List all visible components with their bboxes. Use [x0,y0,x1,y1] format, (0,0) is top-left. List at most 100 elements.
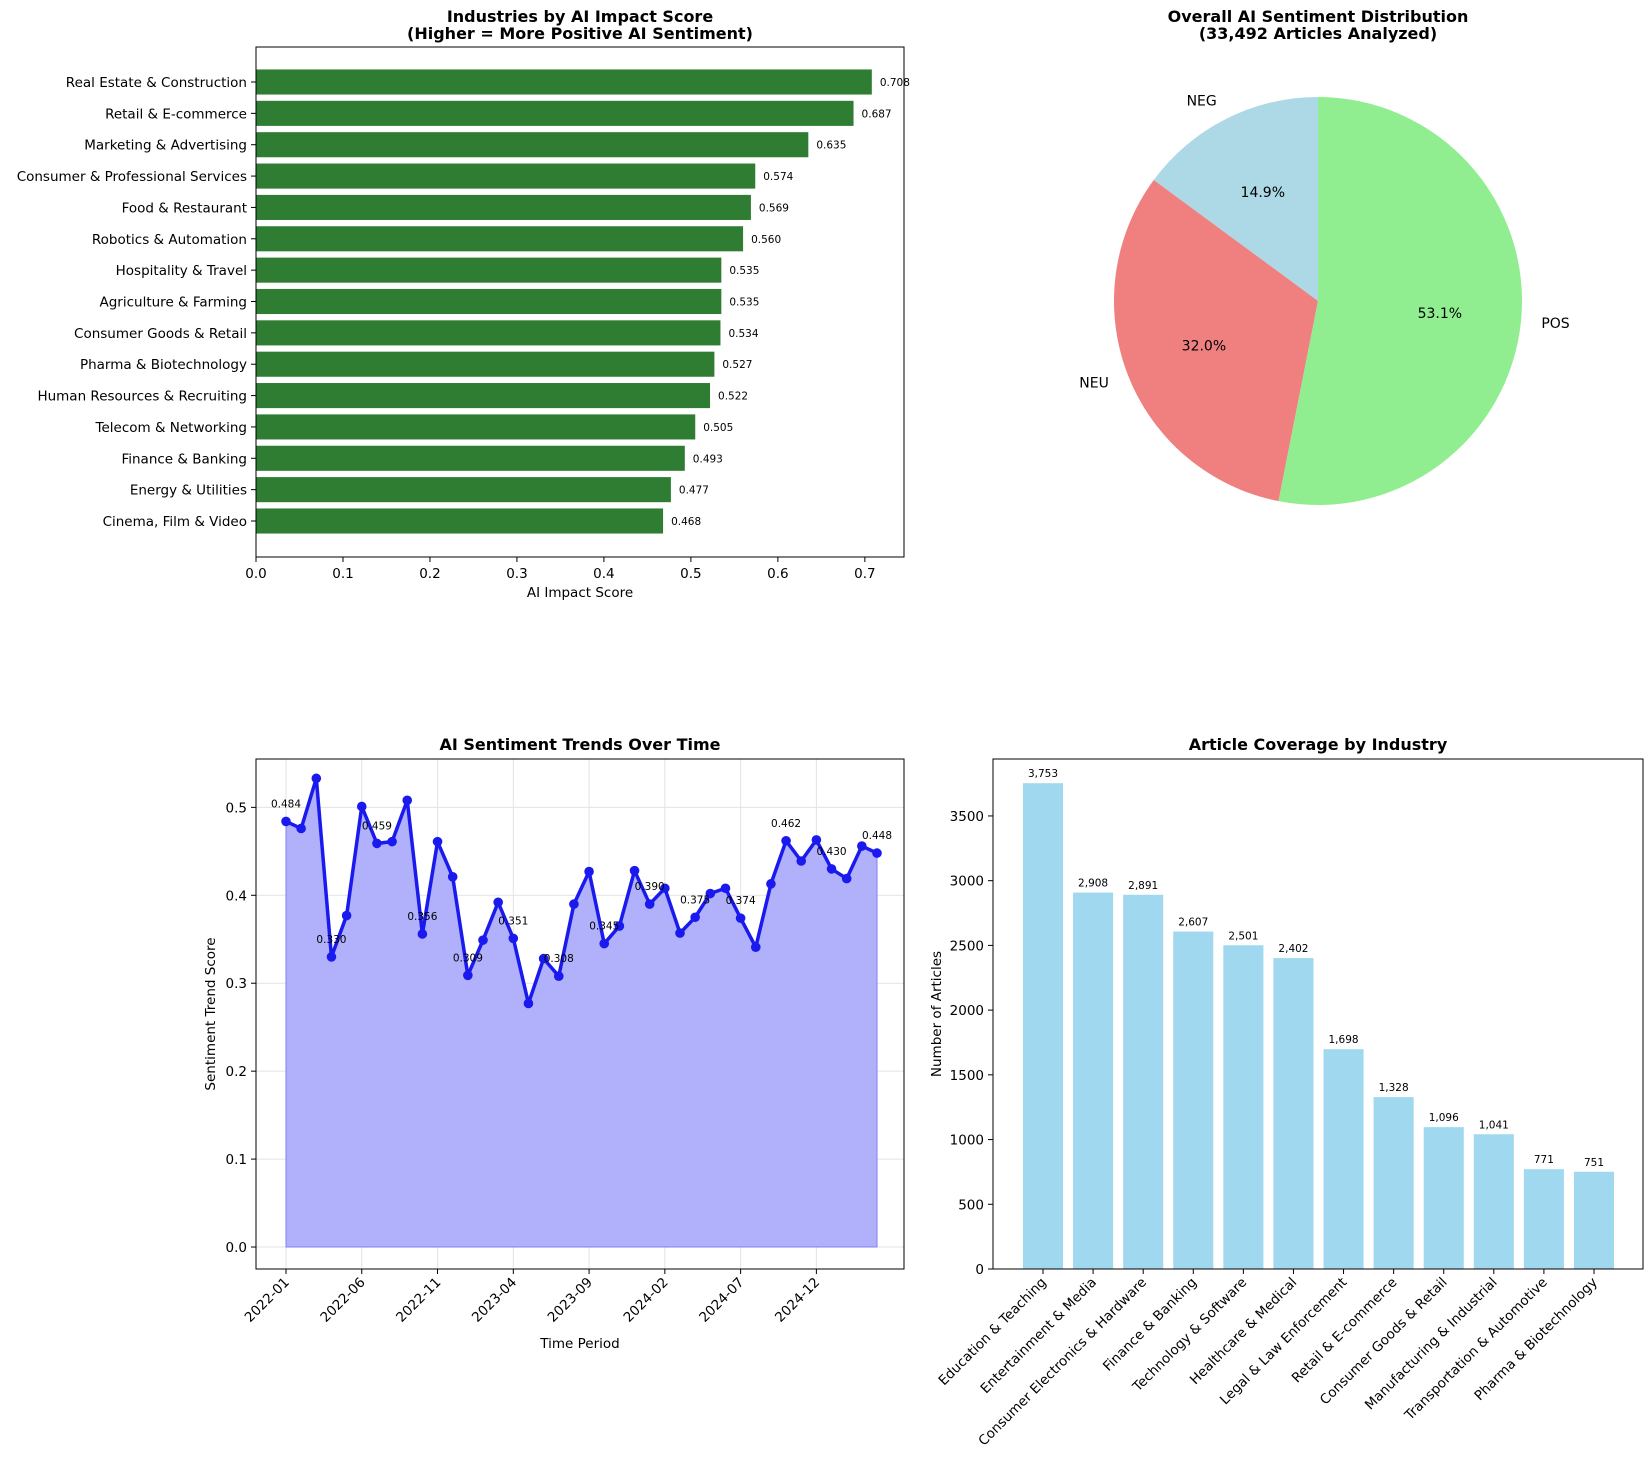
impact-bar-value-label: 0.535 [729,297,759,309]
trend-point [644,899,655,909]
impact-bar-value-label: 0.635 [816,140,846,152]
coverage-bar-value-label: 2,908 [1078,878,1108,890]
coverage-chart-title: Article Coverage by Industry [1189,735,1448,754]
impact-category-label: Agriculture & Farming [100,295,248,311]
pie-slice-label: NEU [1079,375,1109,391]
trend-point [508,933,519,944]
impact-x-tick-label: 0.3 [506,566,527,582]
trend-x-tick-label: 2024-07 [696,1275,747,1326]
impact-category-label: Energy & Utilities [130,483,247,499]
impact-bar [256,383,711,409]
trend-area-fill [285,778,878,1248]
trend-point [478,935,488,945]
trend-point [372,838,382,849]
trend-line [285,776,878,1006]
impact-bar-value-label: 0.574 [763,171,793,183]
trend-point-label: 0.390 [635,881,665,893]
impact-x-tick-label: 0.0 [245,566,266,582]
impact-x-axis-label: AI Impact Score [527,585,633,601]
impact-category-label: Food & Restaurant [122,200,247,216]
trend-point [629,865,640,876]
coverage-bar-value-label: 2,891 [1128,880,1158,892]
impact-bar [256,320,721,346]
impact-x-tick-label: 0.4 [593,566,614,582]
trend-point [599,938,610,949]
trend-point [402,795,413,806]
impact-bar [256,69,872,95]
trend-y-tick-label: 0.1 [226,1152,247,1168]
coverage-bar [1423,1127,1464,1269]
impact-bar [256,508,664,534]
trend-point [447,872,458,882]
pie-slice [1153,97,1318,301]
pie-slice-label: NEG [1187,94,1217,110]
coverage-bar-value-label: 1,041 [1479,1119,1509,1131]
trend-point [705,888,716,899]
trend-point [538,953,549,964]
impact-category-label: Marketing & Advertising [84,138,247,154]
impact-bar [256,477,671,503]
trend-point [463,970,473,981]
impact-category-label: Consumer Goods & Retail [74,326,247,342]
trend-point-label: 0.374 [726,895,756,907]
coverage-y-tick-label: 2000 [950,1003,984,1019]
coverage-bar [1273,958,1314,1269]
trend-x-tick-label: 2024-02 [620,1275,671,1326]
impact-chart-title: Industries by AI Impact Score [447,7,714,26]
impact-bar [256,100,854,126]
trend-x-tick-label: 2022-01 [242,1275,293,1326]
trend-point [569,899,579,909]
trend-y-tick-label: 0.5 [226,800,247,816]
impact-score-chart: Industries by AI Impact Score (Higher = … [17,7,910,601]
coverage-bar [1573,1171,1615,1269]
impact-bar-value-label: 0.527 [722,359,752,371]
trend-point [493,897,503,908]
impact-category-label: Real Estate & Construction [66,75,247,91]
coverage-bar [1373,1097,1414,1269]
coverage-y-axis-label: Number of Articles [929,951,945,1077]
trend-point-label: 0.462 [771,818,801,830]
trend-point [296,823,306,834]
coverage-bar-value-label: 2,501 [1228,930,1258,942]
coverage-y-tick-label: 1500 [950,1068,984,1084]
trend-point [811,835,822,845]
impact-bar-value-label: 0.477 [679,485,709,497]
trend-point [781,835,791,846]
impact-category-label: Telecom & Networking [95,420,248,436]
impact-category-label: Cinema, Film & Video [103,514,247,530]
coverage-bar-value-label: 3,753 [1028,768,1058,780]
trend-point [432,836,443,847]
trend-point-label: 0.309 [453,952,483,964]
sentiment-trend-chart: AI Sentiment Trends Over Time 0.484 0.330… [203,735,905,1352]
coverage-bar-value-label: 751 [1584,1157,1604,1169]
coverage-bar-value-label: 2,607 [1178,917,1208,929]
article-coverage-chart: Article Coverage by Industry 3,753 2,908 2… [929,735,1644,1449]
coverage-bar [1173,931,1214,1269]
trend-point [523,998,534,1009]
trend-point [326,952,337,962]
trend-point [584,866,594,877]
trend-point [675,928,685,938]
impact-bar-value-label: 0.708 [880,77,910,89]
trend-point-label: 0.430 [817,846,847,858]
trend-x-tick-label: 2022-06 [317,1275,368,1326]
trend-point [281,816,291,827]
coverage-category-label: Finance & Banking [1100,1275,1200,1375]
coverage-y-tick-label: 3000 [950,874,984,890]
trend-point [750,942,761,952]
impact-category-label: Finance & Banking [121,451,247,467]
coverage-y-tick-label: 0 [975,1262,984,1278]
trend-point [417,929,428,939]
impact-bar [256,226,744,252]
trend-x-tick-label: 2024-12 [772,1275,823,1326]
coverage-y-tick-label: 3500 [950,809,984,825]
coverage-y-tick-label: 2500 [950,938,984,954]
coverage-bar [1022,783,1064,1269]
impact-x-tick-label: 0.7 [854,566,875,582]
trend-y-tick-label: 0.0 [226,1240,247,1256]
coverage-bar [1073,892,1114,1269]
coverage-bar-value-label: 1,698 [1329,1034,1359,1046]
trend-x-tick-label: 2022-11 [393,1275,444,1326]
trend-y-axis-label: Sentiment Trend Score [203,937,219,1090]
